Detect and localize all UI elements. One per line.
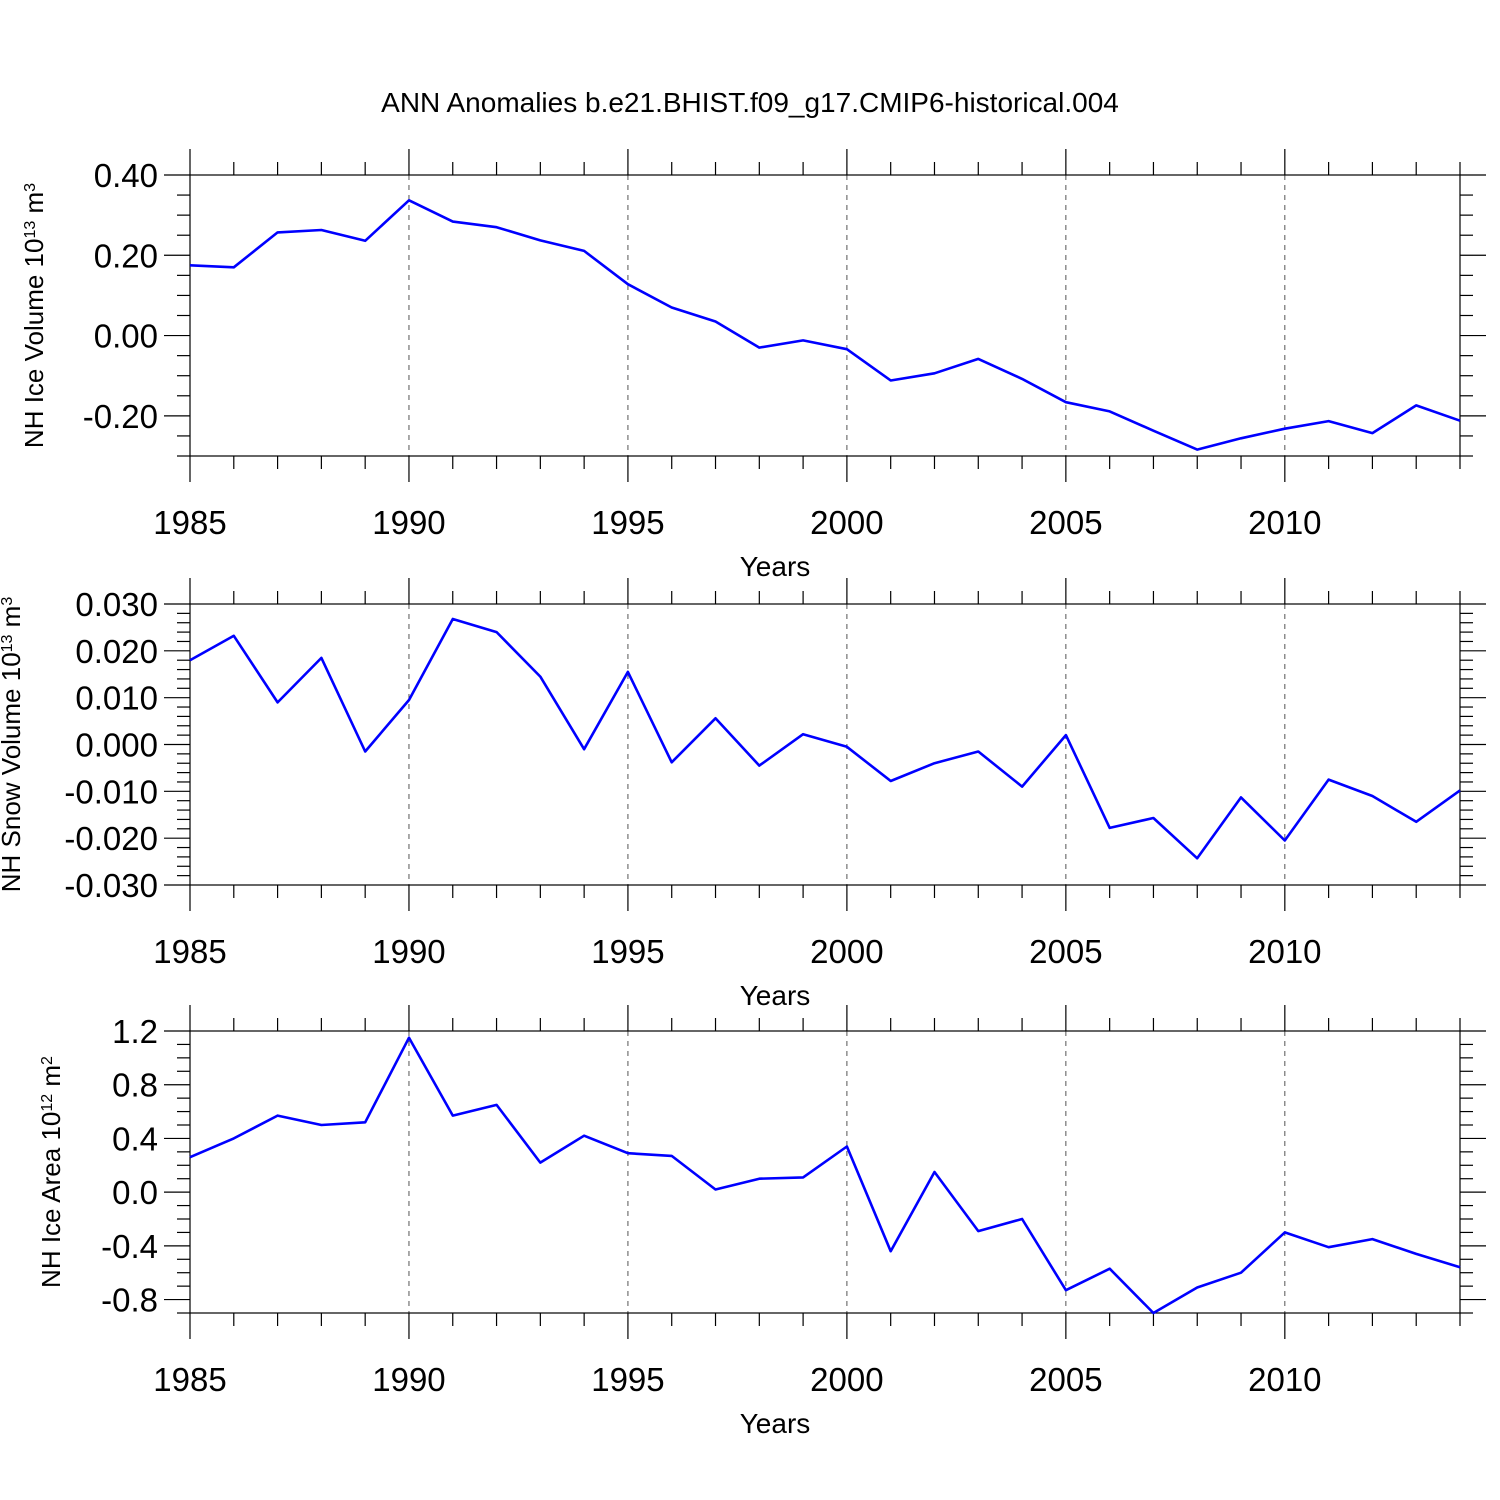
panel-3-y-axis-label: NH Ice Area 1012 m2	[36, 1056, 66, 1288]
panel-3-y-tick-label: 0.8	[112, 1067, 158, 1104]
panel-2-y-axis-label-sup: 13	[0, 634, 16, 652]
panel-1-x-tick-label: 1985	[153, 504, 226, 541]
panels: 1985 1990 1995 2000 2005 2010 -0.20 0.00 0.20 0.4…	[0, 149, 1486, 1439]
panel-2: 1985 1990 1995 2000 2005 2010 -0.030 -0.020 -0.0…	[0, 578, 1486, 1011]
panel-3-y-tick-label: -0.8	[101, 1282, 158, 1319]
panel-2-y-tick-label: -0.030	[64, 867, 158, 904]
panel-2-x-tick-label: 1995	[591, 933, 664, 970]
panel-3-y-tick-label: 0.4	[112, 1120, 158, 1157]
panel-1-x-tick-label: 1990	[372, 504, 445, 541]
panel-1-x-tick-label: 2005	[1029, 504, 1102, 541]
panel-3-y-tick-label: -0.4	[101, 1228, 158, 1265]
panel-1-frame	[189, 174, 1461, 457]
panel-2-y-tick-label: 0.010	[75, 680, 158, 717]
panel-3-x-tick-label: 2010	[1248, 1361, 1321, 1398]
panel-2-frame	[189, 603, 1461, 886]
panel-1-y-axis-label: NH Ice Volume 1013 m3	[19, 183, 49, 448]
panel-1-y-tick-label: 0.40	[94, 157, 158, 194]
panel-2-x-tick-label: 2010	[1248, 933, 1321, 970]
panel-2-y-tick-label: 0.020	[75, 633, 158, 670]
figure-title: ANN Anomalies b.e21.BHIST.f09_g17.CMIP6-…	[381, 87, 1119, 118]
panel-2-series-line	[189, 617, 1461, 860]
panel-1-x-tick-label: 2010	[1248, 504, 1321, 541]
panel-3-y-axis-label-sup: 12	[39, 1094, 56, 1112]
panel-2-y-tick-label: 0.000	[75, 727, 158, 764]
panel-1-x-axis-label: Years	[740, 551, 811, 582]
panel-3-y-tick-label: 0.0	[112, 1174, 158, 1211]
panel-1-y-axis-label-text: NH Ice Volume 10	[19, 239, 49, 449]
panel-3-frame	[189, 1030, 1461, 1314]
panel-2-y-tick-label: -0.010	[64, 773, 158, 810]
panel-3-x-tick-label: 1990	[372, 1361, 445, 1398]
panel-3-x-tick-label: 2000	[810, 1361, 883, 1398]
panel-3-series-line	[189, 1036, 1461, 1315]
panel-2-y-axis-label: NH Snow Volume 1013 m3	[0, 597, 26, 893]
panel-3: 1985 1990 1995 2000 2005 2010 -0.8 -0.4 0.0 0.4 0.…	[36, 1005, 1486, 1439]
panel-2-y-tick-label: -0.020	[64, 820, 158, 857]
panel-1-x-tick-label: 2000	[810, 504, 883, 541]
panel-1-y-axis-label-sup: 13	[22, 221, 39, 239]
panel-2-y-axis-label-unit-sup: 3	[0, 597, 16, 606]
panel-1-series-line	[189, 199, 1461, 451]
panel-3-y-axis-label-text: NH Ice Area 10	[36, 1112, 66, 1288]
panel-2-y-axis-label-text: NH Snow Volume 10	[0, 652, 26, 892]
panel-3-y-axis-label-unit: m	[36, 1065, 66, 1094]
panel-2-y-tick-label: 0.030	[75, 586, 158, 623]
panel-1-y-axis-label-unit: m	[19, 192, 49, 221]
panel-1-y-tick-label: -0.20	[83, 398, 158, 435]
panel-2-x-tick-label: 1990	[372, 933, 445, 970]
panel-3-x-tick-label: 1985	[153, 1361, 226, 1398]
panel-2-x-tick-label: 1985	[153, 933, 226, 970]
panel-1-x-tick-label: 1995	[591, 504, 664, 541]
panel-1-y-tick-label: 0.00	[94, 318, 158, 355]
panel-1: 1985 1990 1995 2000 2005 2010 -0.20 0.00 0.20 0.4…	[19, 149, 1486, 582]
panel-3-x-tick-label: 1995	[591, 1361, 664, 1398]
panel-2-x-tick-label: 2000	[810, 933, 883, 970]
panel-2-x-tick-label: 2005	[1029, 933, 1102, 970]
panel-1-y-axis-label-unit-sup: 3	[22, 183, 39, 192]
panel-1-y-tick-label: 0.20	[94, 237, 158, 274]
panel-3-y-axis-label-unit-sup: 2	[39, 1056, 56, 1065]
panel-2-y-axis-label-unit: m	[0, 606, 26, 635]
panel-3-x-tick-label: 2005	[1029, 1361, 1102, 1398]
panel-2-x-axis-label: Years	[740, 980, 811, 1011]
panel-3-x-axis-label: Years	[740, 1408, 811, 1439]
panel-3-y-tick-label: 1.2	[112, 1013, 158, 1050]
